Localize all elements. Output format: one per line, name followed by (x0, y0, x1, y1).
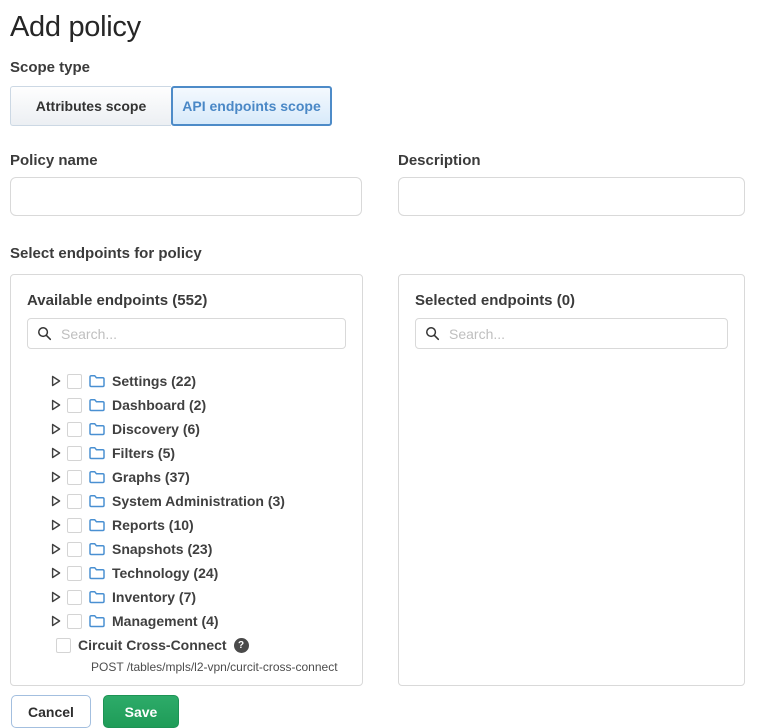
tree-checkbox[interactable] (67, 493, 82, 509)
folder-icon (89, 590, 105, 604)
folder-icon (89, 422, 105, 436)
endpoints-tree: Settings (22) Dashboard (2) Discovery (6… (27, 369, 346, 674)
tree-checkbox[interactable] (67, 397, 82, 413)
selected-search-box (415, 318, 728, 349)
help-icon[interactable]: ? (233, 637, 249, 653)
tree-item-settings: Settings (22) (51, 369, 346, 393)
available-search-box (27, 318, 346, 349)
expand-caret-icon[interactable] (51, 567, 61, 579)
expand-caret-icon[interactable] (51, 375, 61, 387)
tree-item-discovery: Discovery (6) (51, 417, 346, 441)
expand-caret-icon[interactable] (51, 471, 61, 483)
expand-caret-icon[interactable] (51, 399, 61, 411)
selected-endpoints-title: Selected endpoints (0) (415, 292, 576, 309)
expand-caret-icon[interactable] (51, 423, 61, 435)
tree-item-label[interactable]: Inventory (7) (112, 589, 197, 605)
tree-item-label[interactable]: Filters (5) (112, 445, 176, 461)
tree-checkbox[interactable] (67, 517, 82, 533)
tree-item-system-administration: System Administration (3) (51, 489, 346, 513)
policy-name-label: Policy name (10, 152, 98, 169)
available-search-input[interactable] (59, 324, 336, 343)
tree-item-reports: Reports (10) (51, 513, 346, 537)
tree-checkbox[interactable] (67, 373, 82, 389)
expand-caret-icon[interactable] (51, 447, 61, 459)
folder-icon (89, 446, 105, 460)
tree-item-graphs: Graphs (37) (51, 465, 346, 489)
tree-checkbox[interactable] (56, 637, 71, 653)
policy-name-input[interactable] (10, 177, 362, 216)
folder-icon (89, 494, 105, 508)
tree-item-label[interactable]: Discovery (6) (112, 421, 200, 437)
tree-item-label[interactable]: Snapshots (23) (112, 541, 213, 557)
tree-item-label[interactable]: Dashboard (2) (112, 397, 207, 413)
tree-checkbox[interactable] (67, 565, 82, 581)
attributes-scope-button[interactable]: Attributes scope (10, 86, 171, 126)
selected-search-input[interactable] (447, 324, 718, 343)
expand-caret-icon[interactable] (51, 591, 61, 603)
expand-caret-icon[interactable] (51, 495, 61, 507)
api-endpoints-scope-button[interactable]: API endpoints scope (171, 86, 332, 126)
tree-checkbox[interactable] (67, 445, 82, 461)
available-endpoints-panel: Available endpoints (552) Settings (22) (10, 274, 363, 686)
tree-item-label[interactable]: System Administration (3) (112, 493, 285, 509)
tree-item-inventory: Inventory (7) (51, 585, 346, 609)
tree-item-snapshots: Snapshots (23) (51, 537, 346, 561)
folder-icon (89, 614, 105, 628)
description-label: Description (398, 152, 481, 169)
search-icon (425, 326, 440, 341)
tree-item-filters: Filters (5) (51, 441, 346, 465)
folder-icon (89, 566, 105, 580)
tree-item-technology: Technology (24) (51, 561, 346, 585)
tree-checkbox[interactable] (67, 541, 82, 557)
tree-item-label[interactable]: Reports (10) (112, 517, 194, 533)
folder-icon (89, 398, 105, 412)
select-endpoints-label: Select endpoints for policy (10, 245, 202, 262)
folder-icon (89, 542, 105, 556)
expand-caret-icon[interactable] (51, 519, 61, 531)
tree-checkbox[interactable] (67, 469, 82, 485)
tree-item-management: Management (4) (51, 609, 346, 633)
available-endpoints-title: Available endpoints (552) (27, 292, 208, 309)
form-actions: Cancel Save (10, 695, 745, 728)
tree-checkbox[interactable] (67, 613, 82, 629)
tree-item-circuit-cross-connect: Circuit Cross-Connect ? (56, 633, 346, 657)
tree-item-label[interactable]: Graphs (37) (112, 469, 190, 485)
tree-checkbox[interactable] (67, 589, 82, 605)
endpoint-method-path: POST /tables/mpls/l2-vpn/curcit-cross-co… (91, 660, 338, 674)
expand-caret-icon[interactable] (51, 615, 61, 627)
description-field-group: Description (398, 152, 745, 216)
tree-item-dashboard: Dashboard (2) (51, 393, 346, 417)
folder-icon (89, 470, 105, 484)
tree-item-label[interactable]: Settings (22) (112, 373, 197, 389)
save-button[interactable]: Save (103, 695, 179, 728)
name-description-row: Policy name Description (10, 152, 745, 216)
scope-type-toggle: Attributes scope API endpoints scope (10, 86, 332, 126)
search-icon (37, 326, 52, 341)
description-input[interactable] (398, 177, 745, 216)
tree-item-label[interactable]: Technology (24) (112, 565, 219, 581)
folder-icon (89, 374, 105, 388)
policy-name-field-group: Policy name (10, 152, 362, 216)
tree-item-label[interactable]: Circuit Cross-Connect (78, 637, 227, 653)
tree-checkbox[interactable] (67, 421, 82, 437)
endpoints-panels: Available endpoints (552) Settings (22) (10, 274, 745, 686)
selected-endpoints-panel: Selected endpoints (0) (398, 274, 745, 686)
scope-type-label: Scope type (10, 59, 91, 76)
folder-icon (89, 518, 105, 532)
expand-caret-icon[interactable] (51, 543, 61, 555)
tree-item-label[interactable]: Management (4) (112, 613, 219, 629)
cancel-button[interactable]: Cancel (11, 695, 91, 728)
page-title: Add policy (10, 11, 141, 43)
